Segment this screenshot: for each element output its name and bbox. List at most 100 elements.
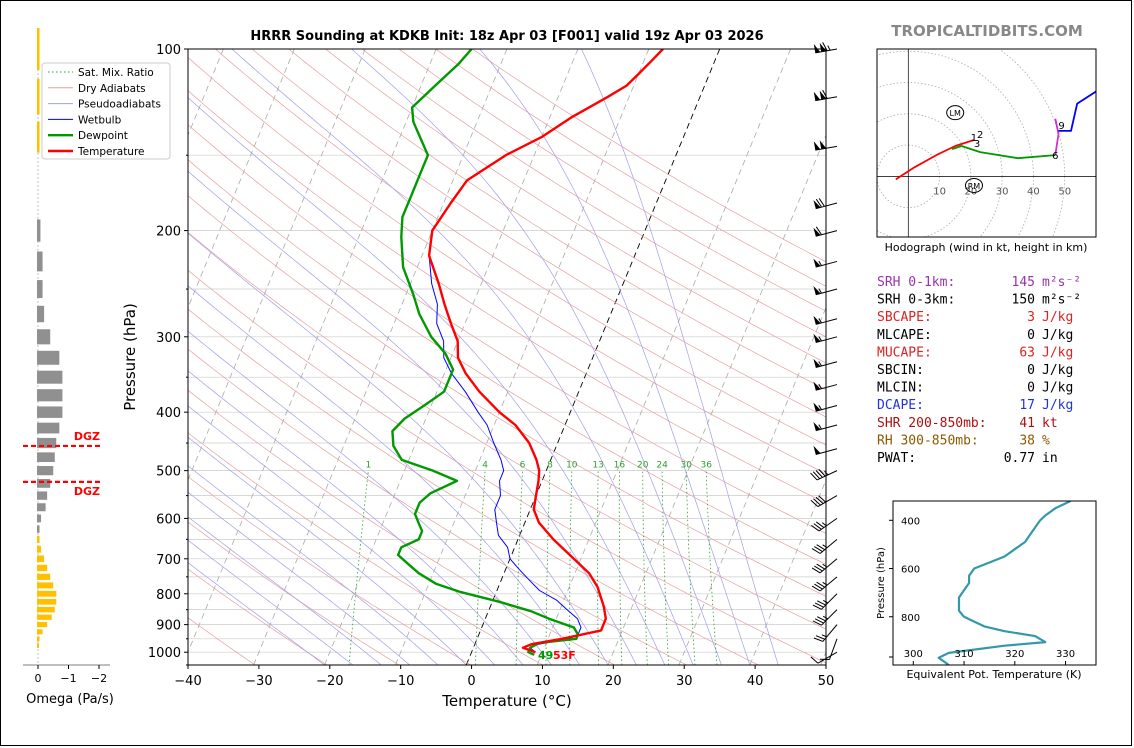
dry-adiabat-line [325,49,826,364]
theta-x-tick-label: 300 [904,649,923,660]
dry-adiabat-line [188,308,759,665]
omega-bar [37,629,43,635]
index-label: MLCAPE: [877,328,932,343]
index-row: SRH 0-3km: 150 m²s⁻² [877,293,1081,308]
dry-adiabat-line [188,269,826,664]
theta-y-tick-label: 400 [901,516,920,527]
mixing-ratio-label: 4 [482,461,488,471]
theta-x-tick-label: 320 [1005,649,1024,660]
skewt-ylabel: Pressure (hPa) [121,303,139,411]
isotherm-line [749,478,826,665]
legend-label: Dry Adiabats [78,83,146,95]
omega-bar [37,479,51,488]
mixing-ratio-label: 10 [566,461,578,471]
omega-bar [37,606,55,613]
omega-panel: DGZ DGZ 0 −1 −2 [23,27,110,685]
theta-e-xlabel: Equivalent Pot. Temperature (K) [906,668,1081,681]
dry-adiabat-line [188,56,826,475]
skewt-axes: −40 −30 −20 −10 0 10 20 30 40 50 100 200 300 400 500 60… [148,43,834,689]
omega-bar [37,636,40,642]
hodograph-frame [876,48,1097,238]
skewt-title: HRRR Sounding at KDKB Init: 18z Apr 03 [… [250,29,763,44]
legend-label: Wetbulb [78,114,122,126]
temperature-profile [427,49,664,654]
surface-temperature-label: 53F [553,649,576,662]
x-tick-label: −20 [316,674,343,689]
zero-isotherm [465,49,721,665]
dry-adiabat-line [215,49,826,446]
index-value: 0.77 [1004,451,1035,466]
omega-bar [37,643,39,648]
index-unit: m²s⁻² [1042,275,1081,290]
omega-bar [37,422,60,434]
omega-bar [37,535,40,543]
dewpoint-profile [391,49,580,656]
moist-adiabat-line [188,330,552,665]
skewt-axes-frame [187,48,827,666]
skewt-profiles: 49 53F [391,49,664,662]
wind-barb [813,42,838,54]
y-tick-label: 800 [156,588,181,603]
index-row: SHR 200-850mb: 41 kt [877,416,1058,431]
wind-barb [812,593,838,610]
isotherm-line [0,49,11,665]
dry-adiabat-line [188,389,615,665]
mixing-ratio-label: 36 [700,461,712,471]
omega-bar [37,280,43,299]
index-row: MLCAPE: 0 J/kg [877,328,1073,343]
index-row: MUCAPE: 63 J/kg [877,345,1073,360]
x-tick-label: 30 [676,674,693,689]
y-tick-label: 300 [156,331,181,346]
index-label: SBCIN: [877,363,924,378]
theta-e-plot [937,501,1072,665]
index-label: DCAPE: [877,398,924,413]
mixing-ratio-line [642,470,648,665]
mixing-ratio-label: 13 [592,461,603,471]
watermark-text: TROPICALTIDBITS.COM [891,22,1083,40]
dry-adiabat-line [188,159,826,565]
wind-barb [813,89,838,102]
height-label: 6 [1052,151,1058,162]
dry-adiabat-line [188,124,826,534]
storm-motion-label: LM [950,109,961,118]
moist-adiabat-line [188,539,354,665]
legend-label: Temperature [77,146,145,158]
moist-adiabat-line [188,370,524,665]
omega-bar [37,573,51,580]
theta-e-frame [892,500,1097,666]
index-value: 0 [1027,363,1035,378]
omega-bar [37,389,63,402]
index-unit: in [1042,451,1058,466]
isotherm-line [678,306,826,665]
height-label: 1 [971,133,977,144]
height-label: 3 [974,139,980,150]
wind-barb [810,495,838,508]
hodograph-trace [895,139,975,181]
dry-adiabat-line [188,617,256,665]
omega-bar [37,370,63,384]
omega-tick-label: −2 [91,672,107,685]
theta-y-tick-label: 600 [901,565,920,576]
y-tick-label: 900 [156,619,181,634]
skewt-legend: Sat. Mix. Ratio Dry Adiabats Pseudoadiabat… [41,62,171,160]
omega-bar [37,350,60,365]
moist-adiabat-line [188,170,637,665]
omega-bar [37,251,43,272]
isotherm-line [188,49,437,654]
index-value: 63 [1019,345,1035,360]
wind-barb [813,140,838,151]
omega-bar [37,622,48,628]
index-unit: J/kg [1042,363,1073,378]
x-tick-label: −30 [245,674,272,689]
index-value: 3 [1027,310,1035,325]
moist-adiabat-line [188,405,495,665]
wind-barb [811,576,838,592]
y-tick-label: 400 [156,406,181,421]
dry-adiabat-line [188,90,826,504]
x-tick-label: 0 [467,674,475,689]
omega-bar [37,491,48,500]
isotherm-line [820,651,826,665]
height-label: 9 [1058,121,1064,132]
mixing-ratio-label: 8 [547,461,553,471]
index-unit: J/kg [1042,328,1073,343]
